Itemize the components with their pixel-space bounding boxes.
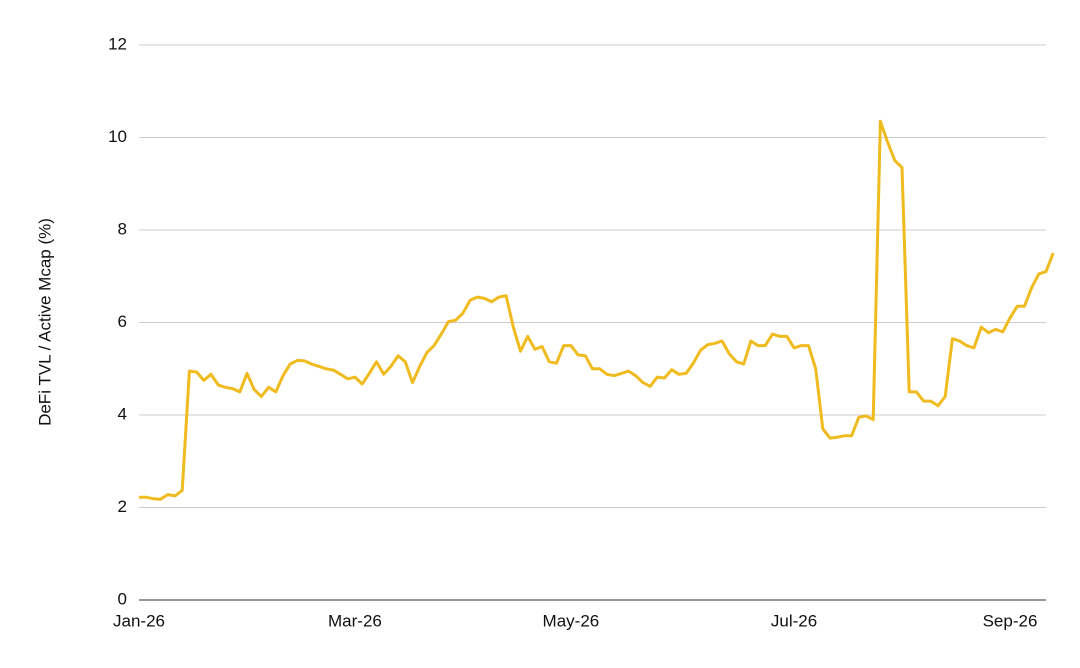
x-tick-label: Jan-26 (113, 611, 165, 630)
y-tick-label: 8 (118, 219, 127, 238)
y-tick-label: 4 (118, 404, 127, 423)
y-tick-label: 12 (108, 34, 127, 53)
x-tick-label: Jul-26 (771, 611, 817, 630)
y-tick-label: 10 (108, 127, 127, 146)
x-tick-label: May-26 (543, 611, 600, 630)
y-axis-label: DeFi TVL / Active Mcap (%) (35, 218, 54, 426)
y-tick-label: 2 (118, 497, 127, 516)
y-tick-label: 0 (118, 589, 127, 608)
line (139, 119, 1055, 501)
y-tick-label: 6 (118, 312, 127, 331)
x-tick-label: Mar-26 (328, 611, 382, 630)
x-tick-label: Sep-26 (983, 611, 1038, 630)
